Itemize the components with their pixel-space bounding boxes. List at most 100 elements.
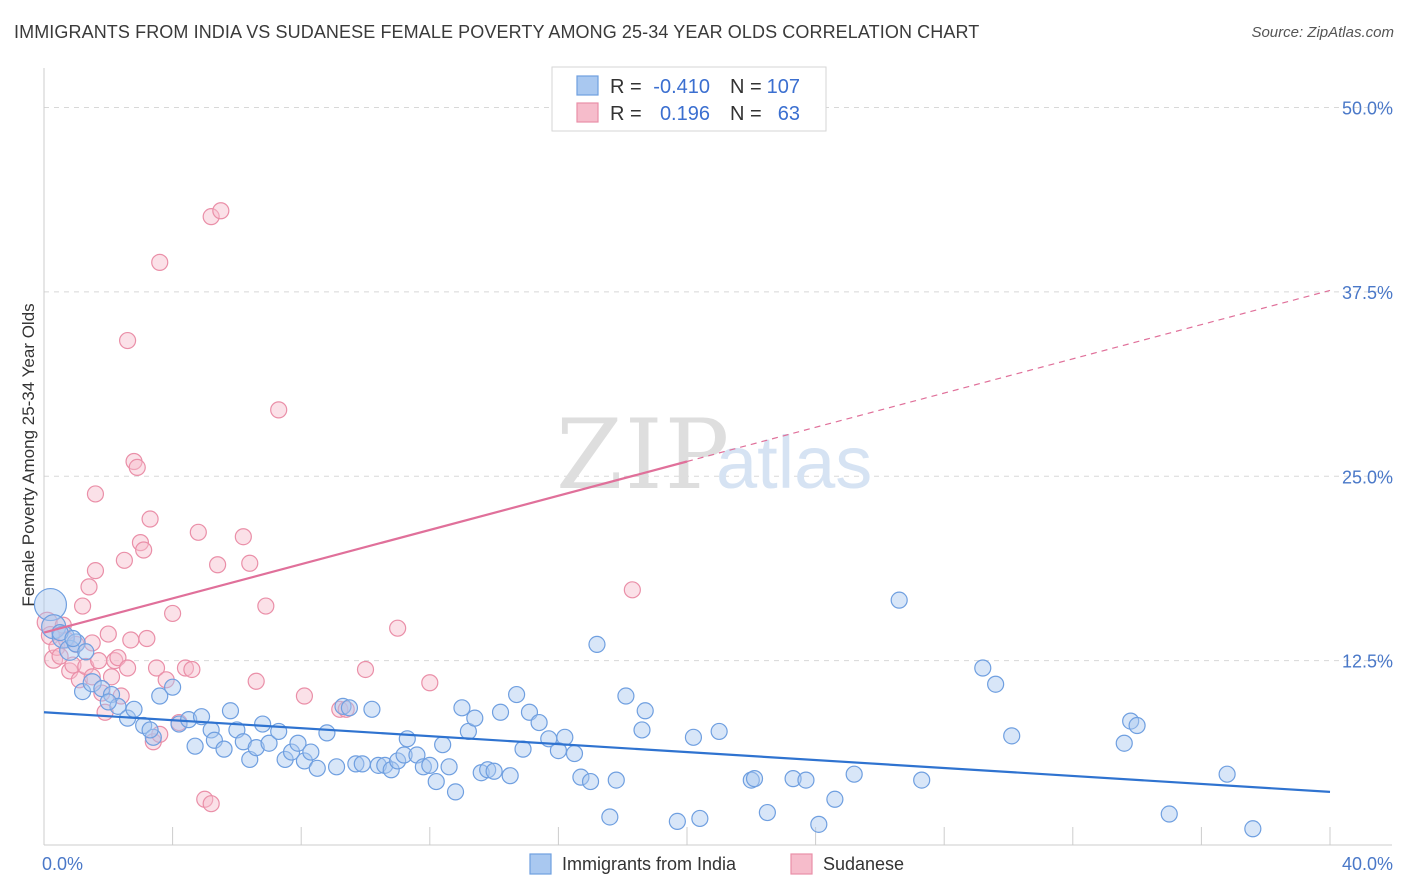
watermark-atlas: atlas (716, 421, 872, 504)
tick-labels: 12.5% 25.0% 37.5% 50.0% 0.0% 40.0% (42, 99, 1393, 875)
india-point (1115, 734, 1133, 752)
sudanese-point (176, 659, 195, 677)
sudanese-trend-line-dashed (686, 289, 1331, 463)
sudanese-point (102, 668, 121, 686)
india-point (1128, 716, 1146, 735)
sudanese-point (73, 597, 92, 615)
sudanese-point (115, 551, 133, 569)
india-point (601, 808, 619, 826)
india-point (141, 721, 159, 739)
grid-lines (44, 107, 1392, 662)
y-tick-label: 12.5% (1342, 652, 1393, 672)
india-point (389, 752, 407, 770)
sudanese-point (257, 597, 275, 615)
india-point (479, 761, 497, 779)
india-point (260, 734, 278, 752)
india-point (913, 771, 931, 789)
legend-n-value-india: 107 (767, 76, 800, 98)
sudanese-point (202, 208, 220, 226)
india-point (636, 702, 654, 720)
india-point (414, 758, 432, 776)
series-legend-swatch-india[interactable] (529, 853, 552, 875)
sudanese-point (80, 578, 98, 596)
y-tick-label: 50.0% (1342, 99, 1393, 119)
india-point (125, 700, 143, 718)
sudanese-point (151, 253, 169, 271)
sudanese-point (135, 541, 153, 559)
india-point (491, 703, 510, 721)
series-legend: Immigrants from India Sudanese (529, 853, 904, 875)
correlation-legend: R = -0.410 N = 107 R = 0.196 N = 63 (551, 66, 827, 132)
sudanese-point (202, 795, 220, 813)
sudanese-point (164, 604, 182, 623)
india-point (295, 752, 314, 770)
india-point (668, 812, 686, 831)
sudanese-point (270, 401, 288, 419)
india-point (164, 678, 182, 696)
axes (43, 68, 1392, 846)
sudanese-point (118, 331, 137, 350)
series-legend-label-india[interactable]: Immigrants from India (562, 854, 737, 874)
india-point (353, 755, 371, 773)
y-axis-title: Female Poverty Among 25-34 Year Olds (19, 303, 38, 606)
india-point (845, 765, 863, 783)
india-point (254, 715, 272, 733)
india-point (289, 734, 307, 752)
india-point (369, 756, 387, 774)
india-point (221, 702, 240, 720)
india-point (572, 768, 590, 786)
legend-n-value-sudanese: 63 (778, 103, 800, 125)
india-point (556, 728, 574, 746)
india-point (581, 772, 600, 791)
y-tick-label: 37.5% (1342, 283, 1393, 303)
india-point (308, 759, 326, 777)
sudanese-point (389, 619, 407, 637)
series-legend-label-sudanese[interactable]: Sudanese (823, 854, 904, 874)
india-point (382, 761, 400, 779)
india-point (421, 756, 439, 774)
india-point (282, 743, 301, 761)
india-point (565, 744, 584, 763)
india-point (501, 767, 519, 785)
india-point (99, 693, 117, 711)
india-point (691, 809, 709, 828)
india-point (398, 730, 416, 748)
india-point (347, 755, 365, 773)
india-point (1244, 820, 1262, 838)
sudanese-point (99, 625, 117, 643)
x-tick-label-min: 0.0% (42, 854, 83, 874)
india-point (633, 721, 651, 739)
sudanese-point (623, 581, 641, 599)
series-legend-swatch-sudanese[interactable] (790, 853, 813, 875)
sudanese-point (64, 656, 82, 674)
india-point (215, 740, 233, 758)
watermark: ZIP atlas (556, 399, 872, 511)
sudanese-point (356, 660, 375, 679)
sudanese-point (295, 687, 314, 705)
india-point (318, 724, 336, 742)
india-point (607, 771, 625, 789)
india-point (59, 639, 81, 661)
india-point (710, 722, 728, 741)
india-point (434, 736, 452, 754)
legend-swatch-sudanese (576, 102, 599, 123)
chart-source: Source: ZipAtlas.com (1251, 24, 1394, 41)
sudanese-point (106, 652, 124, 670)
sudanese-point (234, 528, 252, 546)
india-point (797, 771, 815, 789)
india-point (427, 772, 445, 791)
india-point (340, 699, 359, 717)
sudanese-point (138, 629, 156, 648)
legend-r-value-india: -0.410 (653, 76, 710, 98)
sudanese-points (36, 202, 641, 813)
sudanese-point (86, 485, 105, 503)
sudanese-point (189, 523, 207, 541)
india-point (826, 790, 844, 808)
india-point (890, 591, 908, 609)
india-point (485, 762, 503, 780)
x-tick-label-max: 40.0% (1342, 854, 1393, 874)
sudanese-trend-line-solid (43, 460, 688, 634)
india-point (1003, 727, 1021, 745)
india-point (334, 697, 352, 715)
